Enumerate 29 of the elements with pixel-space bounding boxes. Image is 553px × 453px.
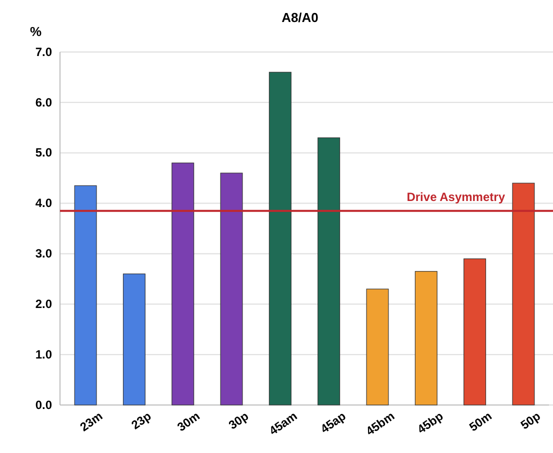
x-tick-label: 50m [466, 408, 494, 434]
bar [74, 185, 97, 406]
y-tick-label: 6.0 [35, 95, 52, 110]
bar [464, 258, 486, 406]
y-tick-label: 5.0 [35, 146, 52, 160]
y-tick-label: 2.0 [35, 296, 52, 311]
y-tick-label: 0.0 [35, 398, 52, 412]
y-tick-label: 1.0 [35, 347, 52, 362]
y-tick-label: 4.0 [35, 196, 52, 210]
x-tick-label: 45ap [318, 408, 348, 436]
x-tick-label: 50p [518, 408, 544, 432]
x-tick-label: 30p [226, 408, 252, 432]
y-tick-label: 3.0 [35, 246, 52, 261]
x-tick-label: 30m [174, 408, 202, 434]
bar [172, 162, 194, 406]
bar [268, 72, 292, 406]
bar [220, 172, 243, 406]
bar [122, 274, 146, 406]
chart-title: A8/A0 [282, 10, 318, 25]
bar [366, 288, 389, 406]
y-tick-label: 7.0 [35, 44, 52, 59]
bar [512, 182, 535, 406]
bar [414, 271, 438, 406]
ref-line-label: Drive Asymmetry [406, 190, 506, 204]
x-tick-label: 45bp [414, 408, 446, 436]
x-tick-label: 23p [128, 408, 154, 432]
bar [318, 137, 340, 406]
x-tick-label: 23m [77, 408, 106, 434]
y-axis-title: % [30, 24, 42, 39]
